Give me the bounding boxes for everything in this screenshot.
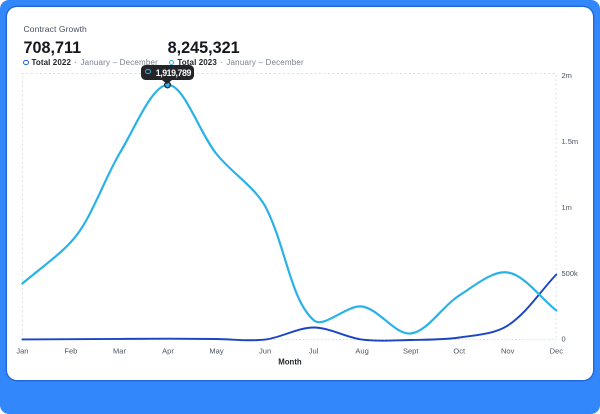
svg-text:Sept: Sept [403,346,419,355]
svg-text:Jun: Jun [259,346,271,355]
svg-text:Oct: Oct [453,346,466,355]
svg-text:Nov: Nov [501,346,515,355]
svg-text:Jul: Jul [309,346,319,355]
svg-text:Apr: Apr [162,346,174,355]
svg-text:2m: 2m [562,71,572,80]
svg-text:Jan: Jan [16,346,28,355]
svg-text:500k: 500k [562,269,579,278]
svg-text:1m: 1m [562,203,572,212]
svg-text:Month: Month [278,358,302,367]
svg-text:Mar: Mar [113,346,126,355]
svg-text:Feb: Feb [64,346,77,355]
svg-text:Aug: Aug [355,346,368,355]
svg-text:Dec: Dec [550,346,564,355]
svg-text:0: 0 [562,335,566,344]
svg-text:May: May [209,346,223,355]
svg-text:1.5m: 1.5m [562,137,579,146]
